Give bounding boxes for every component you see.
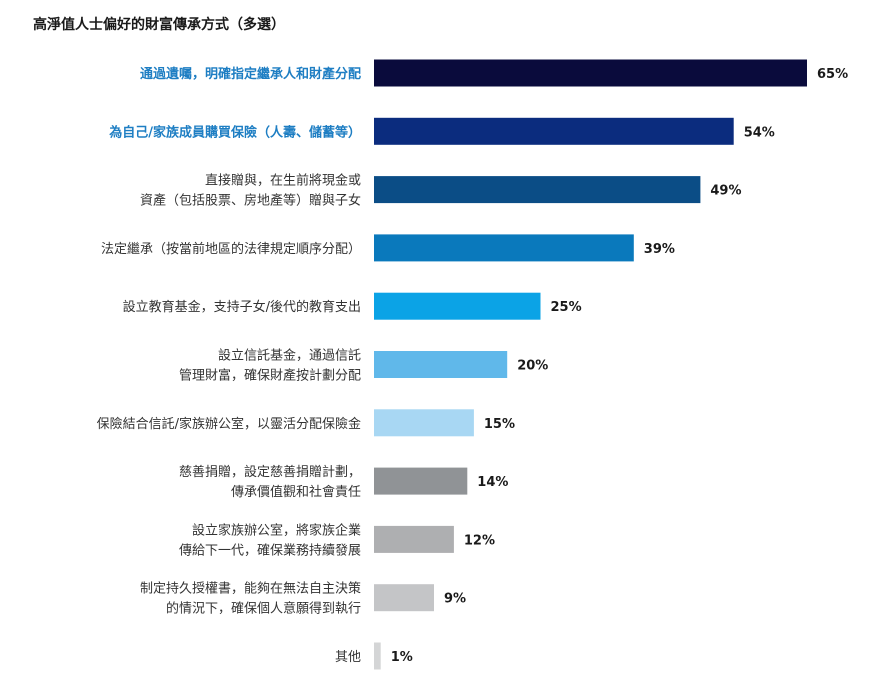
bar-11 bbox=[374, 642, 381, 670]
bar-3 bbox=[374, 176, 701, 204]
category-label-line: 直接贈與，在生前將現金或 bbox=[205, 173, 361, 189]
category-label-3: 直接贈與，在生前將現金或資產（包括股票、房地產等）贈與子女 bbox=[140, 173, 361, 209]
category-label-line: 通過遺囑，明確指定繼承人和財產分配 bbox=[140, 66, 361, 82]
bar-5 bbox=[374, 292, 541, 320]
category-label-line: 的情況下，確保個人意願得到執行 bbox=[166, 601, 361, 617]
value-label-11: 1% bbox=[391, 650, 413, 665]
category-label-9: 設立家族辦公室，將家族企業傳給下一代，確保業務持續發展 bbox=[179, 522, 361, 558]
value-label-10: 9% bbox=[444, 592, 466, 607]
value-label-7: 15% bbox=[484, 417, 515, 432]
bar-6 bbox=[374, 351, 508, 378]
bar-8 bbox=[374, 467, 468, 495]
category-label-line: 慈善捐贈，設定慈善捐贈計劃， bbox=[179, 464, 361, 480]
category-label-line: 設立信託基金，通過信託 bbox=[218, 348, 361, 364]
category-label-4: 法定繼承（按當前地區的法律規定順序分配） bbox=[101, 241, 361, 257]
category-label-line: 為自己/家族成員購買保險（人壽、儲蓄等） bbox=[109, 124, 361, 140]
category-label-8: 慈善捐贈，設定慈善捐贈計劃， 傳承價值觀和社會責任 bbox=[179, 464, 361, 500]
category-label-2: 為自己/家族成員購買保險（人壽、儲蓄等） bbox=[109, 124, 361, 140]
category-label-11: 其他 bbox=[335, 650, 361, 665]
bar-1 bbox=[374, 59, 807, 87]
category-label-line: 制定持久授權書，能夠在無法自主決策 bbox=[140, 581, 361, 597]
value-label-3: 49% bbox=[710, 184, 741, 199]
category-label-line: 傳承價值觀和社會責任 bbox=[231, 484, 361, 500]
bar-7 bbox=[374, 409, 474, 437]
chart-title: 高淨值人士偏好的財富傳承方式（多選） bbox=[33, 17, 285, 33]
category-label-line: 法定繼承（按當前地區的法律規定順序分配） bbox=[101, 241, 361, 257]
bar-9 bbox=[374, 525, 454, 553]
category-label-5: 設立教育基金，支持子女/後代的教育支出 bbox=[123, 299, 361, 315]
value-label-9: 12% bbox=[464, 533, 495, 548]
category-label-line: 設立教育基金，支持子女/後代的教育支出 bbox=[123, 299, 361, 315]
category-label-line: 設立家族辦公室，將家族企業 bbox=[192, 522, 361, 538]
category-label-7: 保險結合信託/家族辦公室，以靈活分配保險金 bbox=[97, 416, 361, 432]
category-label-line: 傳給下一代，確保業務持續發展 bbox=[179, 542, 361, 558]
category-label-line: 保險結合信託/家族辦公室，以靈活分配保險金 bbox=[97, 416, 361, 432]
value-label-5: 25% bbox=[551, 300, 582, 315]
value-label-2: 54% bbox=[744, 125, 775, 140]
category-label-line: 管理財富，確保財產按計劃分配 bbox=[179, 368, 361, 384]
category-label-6: 設立信託基金，通過信託管理財富，確保財產按計劃分配 bbox=[179, 348, 361, 384]
bar-10 bbox=[374, 584, 434, 612]
category-label-line: 其他 bbox=[335, 650, 361, 665]
value-label-8: 14% bbox=[477, 475, 508, 490]
value-label-1: 65% bbox=[817, 67, 848, 82]
category-label-line: 資產（包括股票、房地產等）贈與子女 bbox=[140, 193, 361, 209]
bar-2 bbox=[374, 117, 734, 145]
bar-4 bbox=[374, 234, 634, 262]
value-label-4: 39% bbox=[644, 242, 675, 257]
category-label-1: 通過遺囑，明確指定繼承人和財產分配 bbox=[140, 66, 361, 82]
category-label-10: 制定持久授權書，能夠在無法自主決策的情況下，確保個人意願得到執行 bbox=[140, 581, 361, 617]
value-label-6: 20% bbox=[517, 359, 548, 374]
